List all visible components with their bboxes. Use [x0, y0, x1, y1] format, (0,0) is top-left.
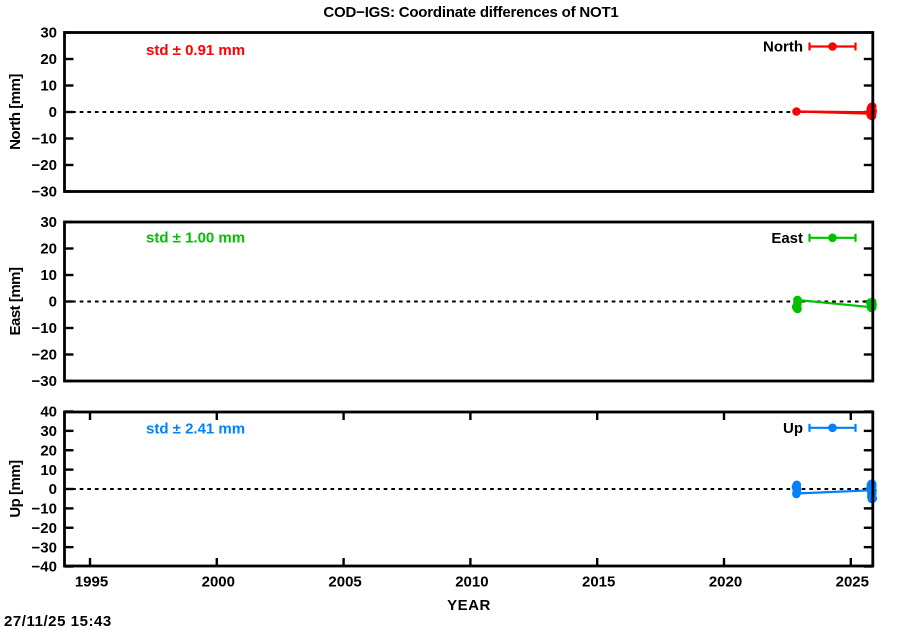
svg-text:10: 10 — [40, 267, 57, 284]
svg-text:0: 0 — [49, 481, 57, 498]
svg-text:Up [mm]: Up [mm] — [7, 460, 24, 518]
svg-text:−30: −30 — [32, 539, 57, 556]
svg-text:2010: 2010 — [455, 574, 488, 591]
svg-text:−20: −20 — [32, 347, 57, 364]
svg-text:−20: −20 — [32, 520, 57, 537]
svg-text:20: 20 — [40, 442, 57, 459]
svg-text:North: North — [763, 39, 803, 56]
svg-text:North [mm]: North [mm] — [7, 74, 24, 150]
svg-text:40: 40 — [40, 404, 57, 421]
svg-text:2005: 2005 — [328, 574, 361, 591]
svg-text:Up: Up — [783, 420, 803, 437]
svg-text:0: 0 — [49, 294, 57, 311]
svg-text:COD−IGS: Coordinate difference: COD−IGS: Coordinate differences of NOT1 — [323, 4, 618, 21]
svg-text:−10: −10 — [32, 501, 57, 518]
svg-text:std ± 2.41 mm: std ± 2.41 mm — [146, 421, 245, 438]
svg-text:−30: −30 — [32, 373, 57, 390]
svg-text:20: 20 — [40, 241, 57, 258]
svg-text:std ± 1.00 mm: std ± 1.00 mm — [146, 230, 245, 247]
svg-text:20: 20 — [40, 51, 57, 68]
svg-text:−10: −10 — [32, 320, 57, 337]
svg-text:2025: 2025 — [836, 574, 869, 591]
svg-text:30: 30 — [40, 25, 57, 42]
svg-text:30: 30 — [40, 214, 57, 231]
svg-text:−40: −40 — [32, 559, 57, 576]
svg-text:2015: 2015 — [582, 574, 615, 591]
svg-text:10: 10 — [40, 78, 57, 95]
svg-text:YEAR: YEAR — [447, 597, 491, 614]
svg-text:1995: 1995 — [75, 574, 108, 591]
svg-text:10: 10 — [40, 462, 57, 479]
svg-text:−10: −10 — [32, 131, 57, 148]
svg-text:27/11/25 15:43: 27/11/25 15:43 — [4, 613, 112, 630]
svg-text:East: East — [771, 230, 803, 247]
svg-text:East [mm]: East [mm] — [7, 267, 24, 336]
svg-text:2000: 2000 — [202, 574, 235, 591]
svg-text:30: 30 — [40, 423, 57, 440]
svg-text:2020: 2020 — [709, 574, 742, 591]
svg-text:0: 0 — [49, 104, 57, 121]
svg-text:−20: −20 — [32, 157, 57, 174]
svg-text:std ± 0.91 mm: std ± 0.91 mm — [146, 42, 245, 59]
svg-text:−30: −30 — [32, 184, 57, 201]
